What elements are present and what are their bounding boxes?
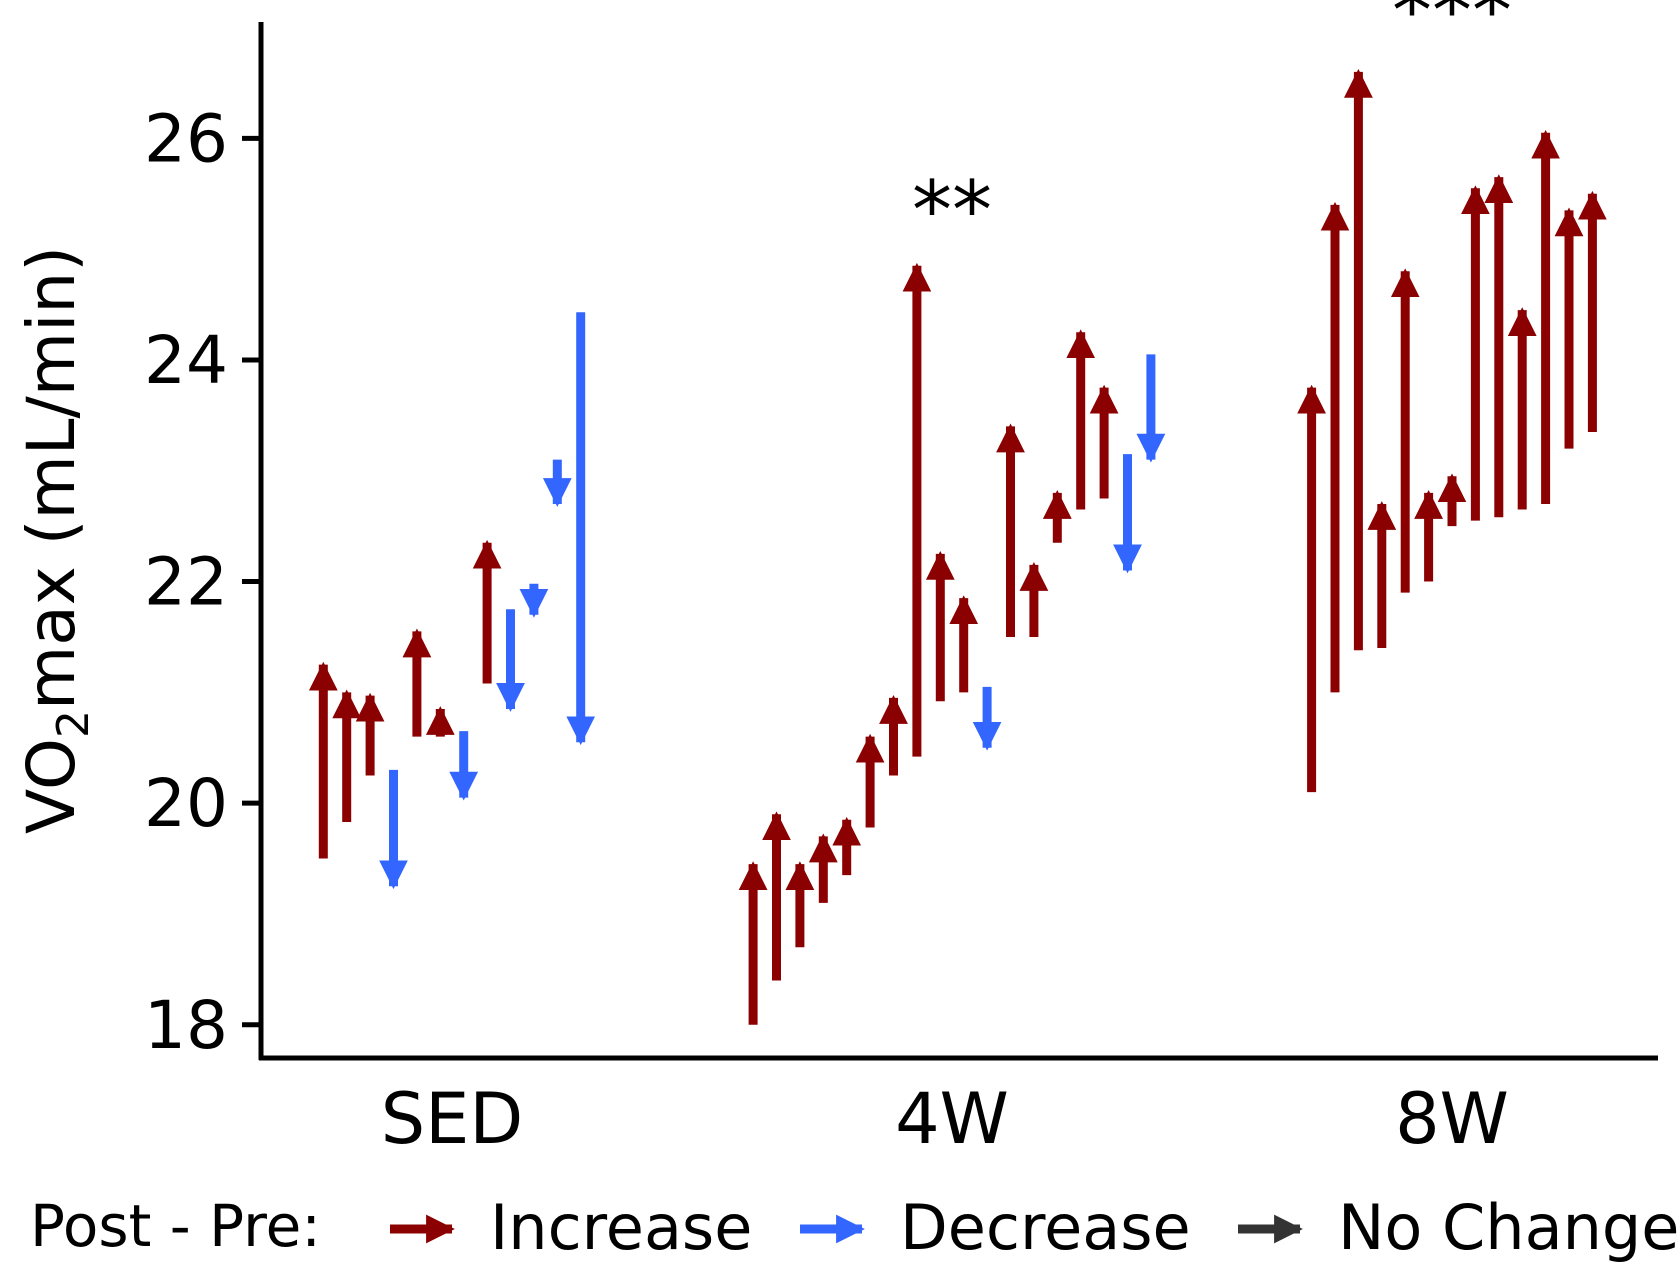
x-tick-label-sed: SED [381, 1078, 524, 1160]
x-category-labels: SED 4W 8W [381, 1078, 1509, 1160]
legend: Post - Pre: Increase Decrease No Change [30, 1191, 1679, 1264]
y-axis-title-subscript: 2 [48, 710, 99, 738]
y-tick-label: 18 [144, 987, 228, 1064]
significance-label-8w: *** [1392, 0, 1512, 58]
y-tick-label: 22 [144, 544, 228, 621]
y-tick-label: 20 [144, 765, 228, 842]
significance-label-4w: ** [912, 164, 992, 257]
y-axis-title-main: VO [13, 738, 90, 834]
axes [258, 22, 1658, 1061]
legend-title: Post - Pre: [30, 1192, 321, 1260]
y-ticks: 18 20 22 24 26 [144, 100, 261, 1064]
y-tick-label: 26 [144, 100, 228, 177]
x-tick-label-4w: 4W [895, 1078, 1009, 1160]
arrow-marks [308, 68, 1607, 1025]
y-axis-title: VO2max (mL/min) [13, 246, 99, 834]
significance-labels: ***** [912, 0, 1512, 257]
legend-label-decrease: Decrease [900, 1191, 1191, 1264]
y-tick-label: 24 [144, 322, 228, 399]
legend-label-increase: Increase [490, 1191, 752, 1264]
x-tick-label-8w: 8W [1395, 1078, 1509, 1160]
legend-label-nochange: No Change [1338, 1191, 1679, 1264]
y-axis-title-rest: max (mL/min) [13, 246, 90, 710]
